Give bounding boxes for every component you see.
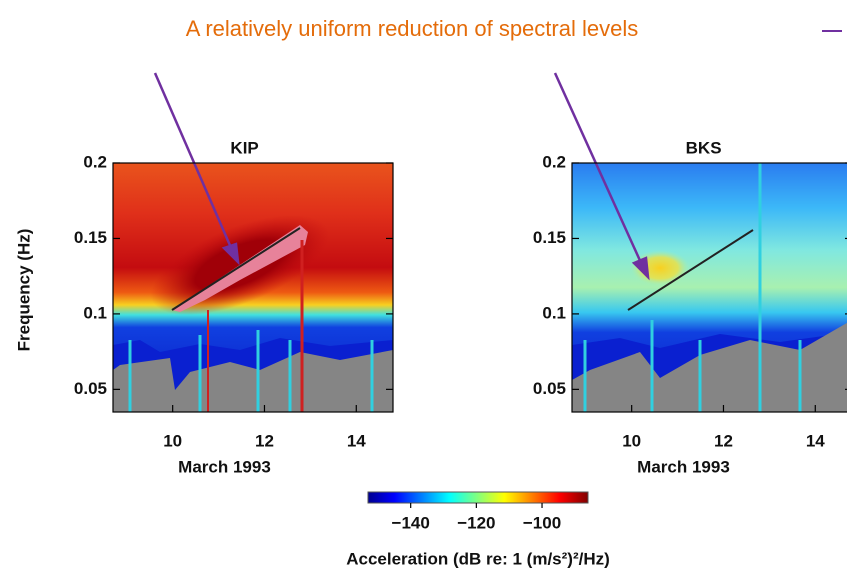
y-tick-label: 0.1	[83, 303, 107, 322]
x-axis-label: March 1993	[637, 457, 730, 476]
x-axis-label: March 1993	[178, 457, 271, 476]
x-tick-label: 12	[255, 431, 274, 450]
colorbar-tick-label: −140	[392, 513, 430, 532]
y-tick-label: 0.2	[542, 152, 566, 171]
y-tick-label: 0.1	[542, 303, 566, 322]
arrows	[153, 72, 650, 281]
y-tick-label: 0.05	[74, 379, 107, 398]
colorbar-tick-label: −100	[523, 513, 561, 532]
colorbar-tick-label: −120	[457, 513, 495, 532]
y-tick-label: 0.15	[533, 228, 566, 247]
y-axis-label: Frequency (Hz)	[14, 229, 33, 352]
x-tick-label: 12	[714, 431, 733, 450]
bks-spectrogram	[572, 163, 847, 412]
annotation: A relatively uniform reduction of spectr…	[186, 16, 638, 41]
panel-title: KIP	[230, 138, 258, 157]
colorbar-label: Acceleration (dB re: 1 (m/s²)²/Hz)	[346, 549, 610, 568]
x-tick-label: 10	[163, 431, 182, 450]
colorbar	[367, 491, 589, 504]
plot-frame	[571, 162, 847, 413]
x-tick-label: 14	[347, 431, 366, 450]
panel-title: BKS	[686, 138, 722, 157]
plot-frame	[112, 162, 394, 413]
x-tick-label: 10	[622, 431, 641, 450]
y-tick-label: 0.05	[533, 379, 566, 398]
y-tick-label: 0.15	[74, 228, 107, 247]
kip-spectrogram	[113, 163, 393, 412]
x-tick-label: 14	[806, 431, 825, 450]
y-tick-label: 0.2	[83, 152, 107, 171]
